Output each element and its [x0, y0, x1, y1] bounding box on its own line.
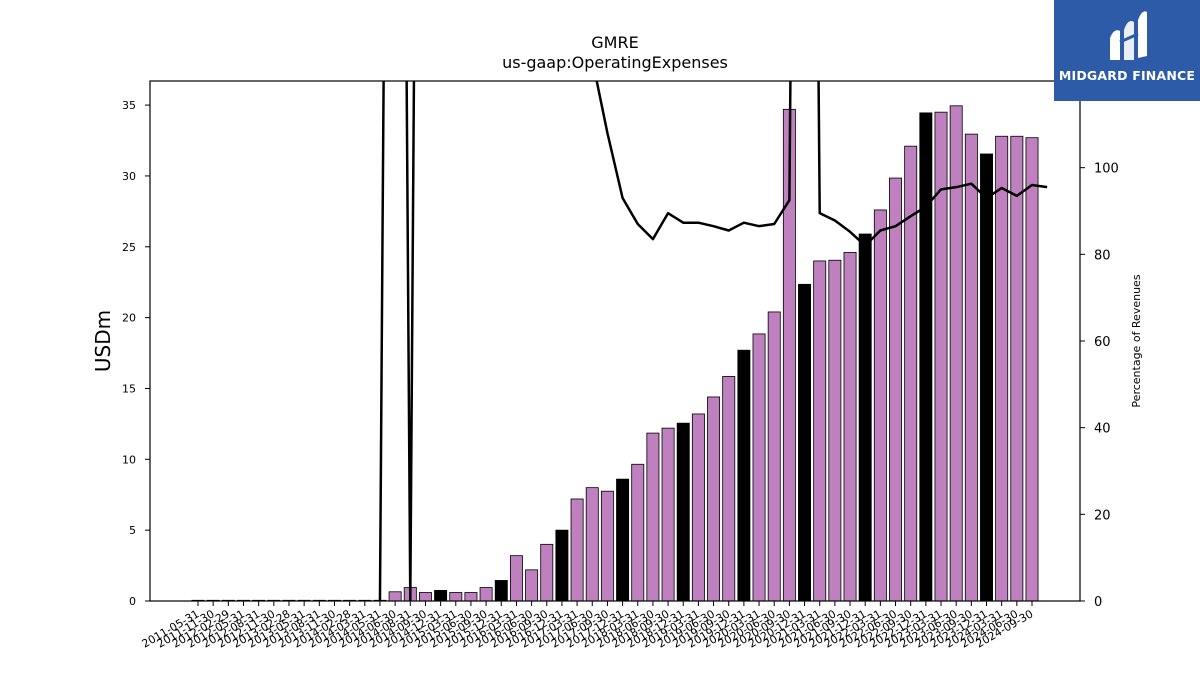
bar-2017-03-31	[570, 498, 584, 601]
bar-2020-12-31	[798, 283, 812, 601]
bar-2018-09-30	[661, 427, 675, 601]
bar-2017-06-30	[585, 487, 599, 601]
bar-2023-12-31	[980, 153, 993, 601]
y2-tick-label: 40	[1094, 422, 1111, 437]
bar-2015-09-30	[479, 587, 493, 601]
chart-title: GMRE	[591, 33, 638, 52]
bar-2015-12-31	[494, 580, 508, 601]
y-tick-label: 25	[122, 241, 136, 254]
y-axis-right: 0 20 40 60 80 100	[1080, 162, 1119, 610]
chart-subtitle: us-gaap:OperatingExpenses	[502, 53, 728, 72]
bar-2018-03-31	[631, 463, 645, 601]
bar-2019-12-31	[737, 349, 751, 601]
bar-2016-03-31	[509, 555, 523, 601]
y2-tick-label: 100	[1094, 162, 1119, 177]
y-tick-label: 20	[122, 312, 136, 325]
bar-2021-12-31	[858, 233, 872, 601]
bar-2018-06-30	[646, 432, 660, 601]
bar-2021-06-30	[828, 259, 842, 601]
bar-2024-09-30	[1025, 137, 1039, 601]
bar-2017-09-30	[600, 490, 614, 601]
y-axis-left: 0 5 10 15 20 25 30 35	[122, 99, 150, 608]
y-tick-label: 0	[129, 595, 136, 608]
bar-2016-12-31	[555, 529, 569, 601]
bar-2019-03-31	[691, 413, 705, 601]
bar-2022-09-30	[904, 145, 918, 601]
y2-tick-label: 0	[1094, 595, 1102, 610]
y-tick-label: 5	[129, 524, 136, 537]
bar-2023-06-30	[949, 105, 963, 601]
pct-of-revenues-line	[378, 81, 1048, 601]
y2-tick-label: 60	[1094, 335, 1111, 350]
bar-2022-03-31	[873, 209, 887, 601]
bar-2024-06-30	[1010, 135, 1024, 601]
bar-2015-06-30	[464, 592, 478, 601]
y2-tick-label: 20	[1094, 508, 1111, 523]
bar-2023-09-30	[964, 133, 978, 601]
bar-2014-09-30	[418, 592, 432, 601]
y-tick-label: 35	[122, 99, 136, 112]
midgard-finance-logo: MIDGARD FINANCE	[1054, 0, 1200, 101]
bar-2019-09-30	[722, 376, 736, 601]
bar-2017-12-31	[616, 478, 630, 601]
bar-2022-06-30	[889, 177, 902, 601]
y-tick-label: 10	[122, 453, 136, 466]
logo-text: MIDGARD FINANCE	[1058, 68, 1196, 83]
y-tick-label: 30	[122, 170, 136, 183]
bar-2014-12-31	[434, 589, 448, 601]
bar-2018-12-31	[676, 422, 690, 601]
y-axis-label: USDm	[91, 310, 115, 372]
midgard-logo-icon	[1110, 11, 1147, 60]
bar-2015-03-31	[449, 592, 463, 601]
bar-2023-03-31	[934, 111, 948, 601]
bar-2022-12-31	[919, 112, 933, 601]
percentage-line-series	[378, 81, 1048, 601]
bar-2024-03-31	[995, 135, 1009, 601]
bar-2021-09-30	[843, 252, 857, 601]
y2-tick-label: 80	[1094, 248, 1111, 263]
bar-2020-06-30	[767, 311, 781, 601]
x-axis: 2011-05-312011-11-302012-02-292012-05-31…	[140, 601, 1036, 651]
bar-series	[191, 105, 1039, 601]
bar-2019-06-30	[707, 396, 721, 601]
bar-2021-03-31	[813, 260, 827, 601]
y2-axis-label: Percentage of Revenues	[1130, 274, 1143, 407]
y-tick-label: 15	[122, 382, 136, 395]
bar-2016-09-30	[540, 543, 554, 601]
bar-2020-03-31	[752, 333, 766, 601]
bar-2014-06-30	[388, 591, 402, 601]
bar-2016-06-30	[525, 569, 539, 601]
